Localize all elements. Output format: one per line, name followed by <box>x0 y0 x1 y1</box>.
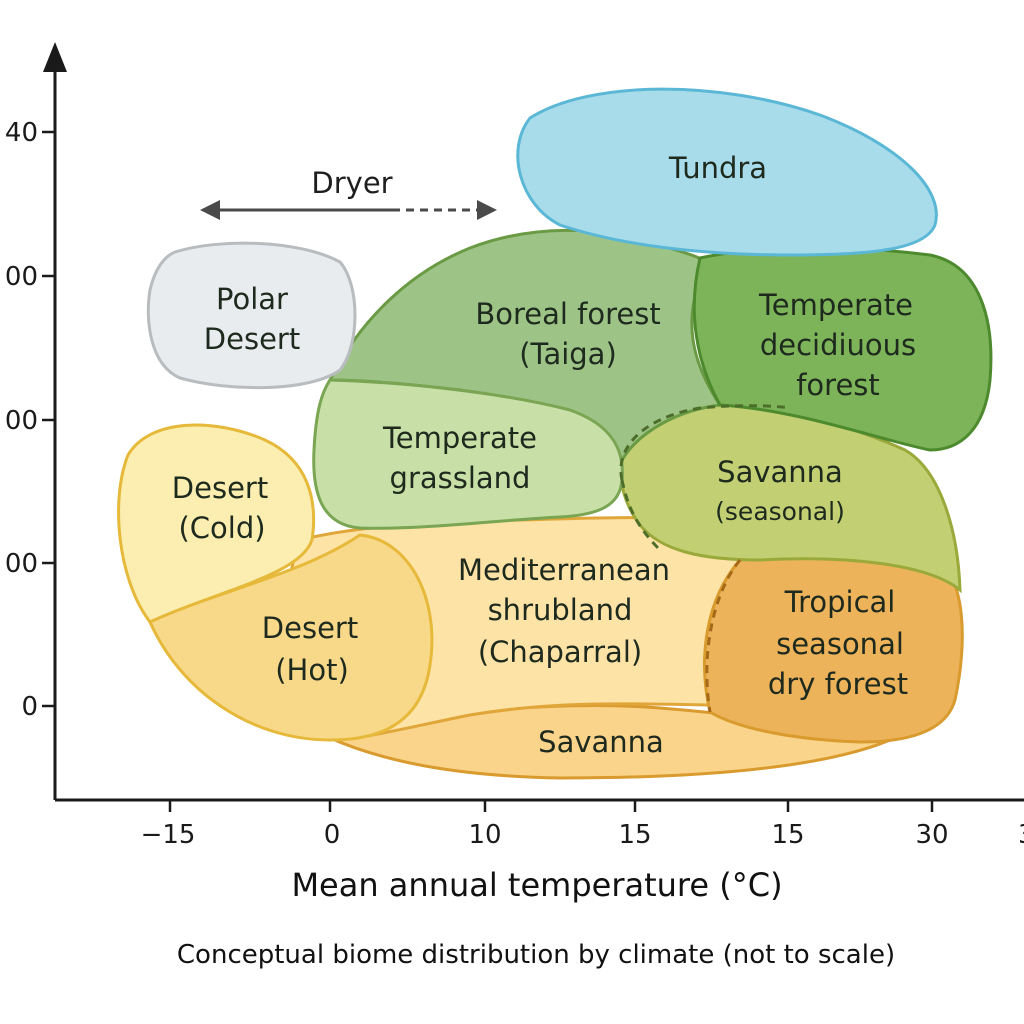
label-tropical-1: Tropical <box>784 585 896 619</box>
caption: Conceptual biome distribution by climate… <box>177 940 895 970</box>
label-deciduous-3: forest <box>796 368 880 402</box>
label-desert-hot-2: (Hot) <box>275 653 349 687</box>
dashed-boundary <box>705 559 742 713</box>
label-desert-cold-1: Desert <box>172 471 268 505</box>
y-tick-label: 0 <box>21 692 38 722</box>
label-savanna-seasonal-1: Savanna <box>717 455 843 489</box>
label-mediterranean-1: Mediterranean <box>458 553 670 587</box>
label-boreal-1: Boreal forest <box>475 297 660 331</box>
label-boreal-2: (Taiga) <box>519 337 617 371</box>
region-tundra <box>516 87 938 257</box>
label-deciduous-1: Temperate <box>758 288 913 322</box>
region-temperate-grassland <box>312 378 624 530</box>
label-mediterranean-3: (Chaparral) <box>478 635 642 669</box>
label-desert-hot-1: Desert <box>262 611 358 645</box>
label-grassland-2: grassland <box>390 461 531 495</box>
label-polar-desert-1: Polar <box>216 282 288 316</box>
x-tick-label: 0 <box>324 820 341 850</box>
x-tick-label: 30 <box>915 820 948 850</box>
label-savanna: Savanna <box>538 725 664 759</box>
label-desert-cold-2: (Cold) <box>178 511 265 545</box>
label-tropical-3: dry forest <box>768 667 908 701</box>
dryer-arrow-right-head <box>477 200 497 220</box>
label-grassland-1: Temperate <box>382 421 537 455</box>
y-tick-label: 00 <box>5 549 38 579</box>
label-polar-desert-2: Desert <box>204 322 300 356</box>
dryer-arrow-left-head <box>200 200 220 220</box>
x-tick-label: 15 <box>771 820 804 850</box>
dashed-boundary <box>620 479 662 552</box>
y-tick-label: 00 <box>5 262 38 292</box>
region-desert-cold <box>117 423 316 624</box>
region-polar-desert <box>146 241 357 390</box>
x-tick-label: −15 <box>141 820 196 850</box>
label-tundra: Tundra <box>668 151 767 185</box>
x-tick-label: 10 <box>468 820 501 850</box>
y-tick-label: 40 <box>5 118 38 148</box>
region-desert-hot <box>148 533 434 742</box>
x-tick-label: 15 <box>618 820 651 850</box>
x-tick-label: 3 <box>1018 820 1024 850</box>
label-savanna-seasonal-2: (seasonal) <box>715 497 845 526</box>
label-tropical-2: seasonal <box>776 627 904 661</box>
label-deciduous-2: decidiuous <box>760 328 916 362</box>
y-axis-arrow <box>43 42 67 72</box>
x-axis-title: Mean annual temperature (°C) <box>291 866 782 904</box>
dryer-label: Dryer <box>311 166 392 200</box>
dashed-boundary <box>619 404 791 481</box>
y-tick-label: 00 <box>5 406 38 436</box>
label-mediterranean-2: shrubland <box>488 593 633 627</box>
